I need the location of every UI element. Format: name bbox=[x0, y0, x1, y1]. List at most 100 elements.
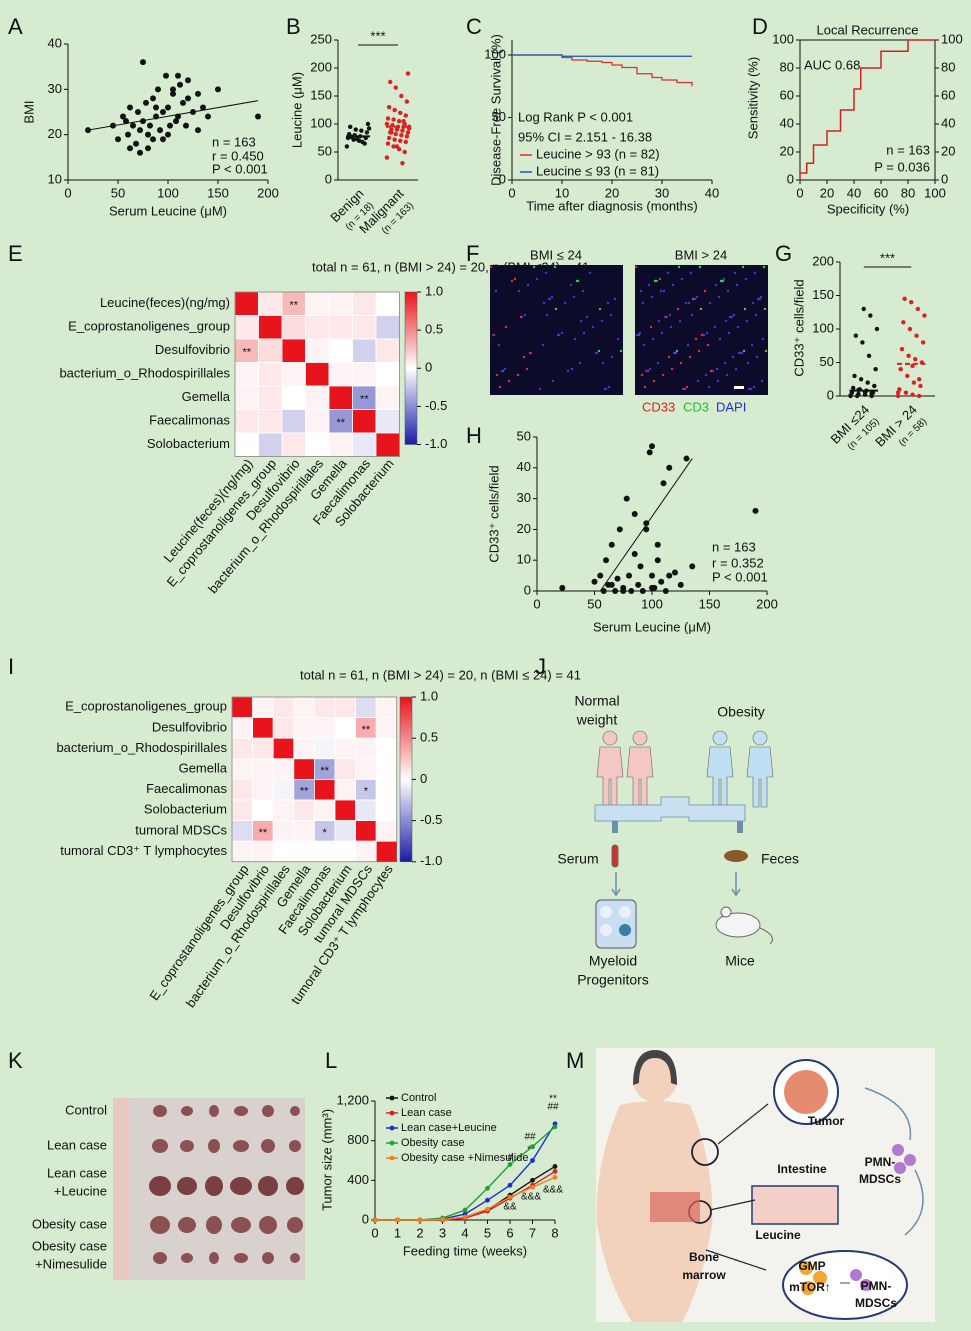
annotation: n = 163 bbox=[212, 134, 256, 149]
cell-dot bbox=[535, 277, 539, 281]
cell-dot bbox=[751, 301, 755, 305]
x-tick-label: 200 bbox=[257, 185, 279, 200]
series-point bbox=[507, 1194, 513, 1200]
colorbar-label: 0 bbox=[420, 771, 427, 786]
series-point bbox=[530, 1177, 535, 1183]
cell-dot bbox=[542, 301, 546, 305]
x-tick-label: 50 bbox=[111, 185, 125, 200]
panel-letter: D bbox=[752, 14, 768, 39]
heatmap-cell bbox=[293, 737, 315, 760]
tumor bbox=[180, 1140, 194, 1152]
point bbox=[666, 464, 673, 471]
cell-dot bbox=[556, 333, 560, 337]
panel-letter: E bbox=[8, 241, 23, 266]
heatmap-cell bbox=[352, 409, 377, 434]
cell-dot bbox=[594, 351, 598, 355]
cell-dot bbox=[563, 301, 567, 305]
micrograph bbox=[635, 265, 768, 395]
cell-dot bbox=[538, 387, 542, 391]
point bbox=[915, 306, 921, 312]
series-point bbox=[417, 1217, 423, 1223]
cell-dot bbox=[659, 289, 663, 293]
heatmap-cell bbox=[352, 432, 377, 457]
heatmap-cell bbox=[281, 432, 306, 457]
y-tick-label: 40 bbox=[780, 115, 794, 130]
cell-dot bbox=[642, 343, 646, 347]
cell-dot bbox=[656, 361, 660, 365]
heatmap-cell bbox=[252, 758, 274, 780]
cell-dot bbox=[742, 349, 746, 353]
point bbox=[150, 136, 156, 143]
point bbox=[185, 77, 191, 84]
feces bbox=[724, 850, 748, 862]
tumor bbox=[233, 1140, 249, 1152]
y-tick-label: 30 bbox=[48, 81, 62, 96]
point bbox=[396, 119, 402, 124]
heatmap-cell bbox=[231, 717, 254, 739]
cell-dot bbox=[489, 265, 493, 269]
tumor bbox=[206, 1216, 222, 1234]
y-tick-label: 0 bbox=[524, 582, 531, 597]
y-tick-label: 0 bbox=[362, 1211, 369, 1226]
heatmap-cell bbox=[352, 362, 377, 387]
x-tick-label: 0 bbox=[533, 596, 540, 611]
heatmap-cell bbox=[352, 315, 377, 340]
row-label: Gemella bbox=[182, 389, 231, 404]
point bbox=[860, 340, 865, 345]
tumor bbox=[209, 1105, 219, 1117]
point bbox=[130, 122, 136, 129]
point bbox=[752, 507, 759, 514]
point bbox=[911, 380, 917, 385]
cell-dot bbox=[694, 337, 698, 341]
stain-label: CD33 bbox=[642, 399, 675, 414]
x-tick-label: 5 bbox=[484, 1225, 491, 1240]
cell-dot bbox=[644, 369, 648, 373]
heatmap-cell bbox=[334, 758, 357, 780]
point bbox=[403, 139, 408, 145]
y-tick-label: 800 bbox=[347, 1132, 369, 1147]
point bbox=[626, 572, 632, 579]
y-tick-label: 10 bbox=[48, 171, 62, 186]
cell-dot bbox=[722, 277, 726, 281]
panel-letter: M bbox=[566, 1048, 584, 1073]
cell-dot bbox=[635, 333, 639, 337]
marrow-zoom bbox=[782, 1250, 908, 1320]
mdsc-cell bbox=[850, 1269, 862, 1281]
cell-dot bbox=[528, 351, 532, 355]
cell-dot bbox=[660, 331, 664, 335]
point bbox=[872, 383, 877, 389]
annotation: ** bbox=[527, 1145, 535, 1156]
heatmap-cell bbox=[328, 385, 353, 410]
panel-letter: J bbox=[535, 654, 546, 679]
diagram-label: Feces bbox=[761, 851, 799, 867]
mdsc-cell bbox=[894, 1162, 906, 1174]
x-axis-label: Time after diagnosis (months) bbox=[526, 198, 697, 213]
heatmap-cell bbox=[375, 820, 398, 842]
mouse-tail bbox=[759, 927, 773, 945]
cell-dot bbox=[634, 265, 638, 269]
legend-label: Leucine > 93 (n = 82) bbox=[536, 146, 660, 161]
significance-star: ** bbox=[336, 417, 345, 429]
heatmap-cell bbox=[375, 291, 400, 316]
cell-dot bbox=[500, 369, 504, 373]
point bbox=[913, 356, 918, 362]
series-point bbox=[552, 1124, 558, 1130]
series-point bbox=[530, 1184, 535, 1190]
chart-title: Local Recurrence bbox=[817, 22, 919, 37]
colorbar-label: 0 bbox=[425, 360, 432, 375]
diagram-label: Obesity bbox=[717, 704, 764, 720]
row-label: Desulfovibrio bbox=[155, 342, 230, 357]
x-tick-label: 4 bbox=[461, 1225, 468, 1240]
legend-label: Lean case bbox=[401, 1107, 452, 1119]
x-tick-label: 7 bbox=[529, 1225, 536, 1240]
x-tick-label: 20 bbox=[820, 185, 834, 200]
heatmap-cell bbox=[305, 315, 330, 340]
point bbox=[677, 581, 684, 588]
point bbox=[559, 584, 566, 591]
point bbox=[683, 455, 690, 462]
cell-dot bbox=[708, 301, 712, 305]
heatmap-cell bbox=[231, 840, 254, 863]
cell-dot bbox=[619, 349, 623, 353]
cell-dot bbox=[522, 355, 526, 359]
cell-dot bbox=[651, 337, 655, 341]
